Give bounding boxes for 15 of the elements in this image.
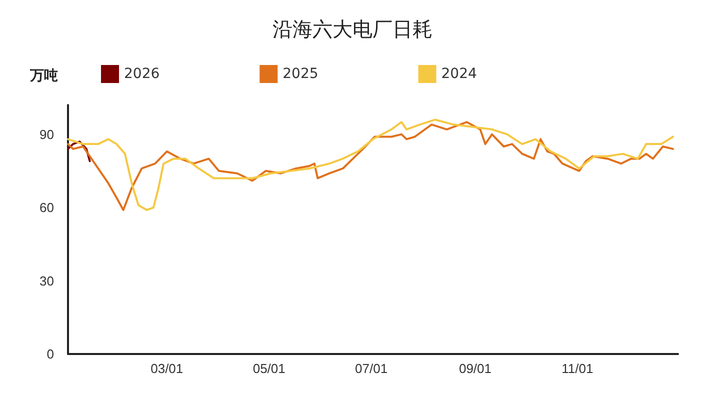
legend-label: 2024 [441,66,477,82]
x-tick-label: 05/01 [252,361,286,376]
legend-label: 2026 [124,66,160,82]
chart-title: 沿海六大电厂日耗 [272,17,432,41]
x-tick-label: 03/01 [150,361,184,376]
x-tick-label: 11/01 [562,361,594,376]
legend-label: 2025 [282,66,318,82]
y-tick-label: 90 [40,126,54,142]
y-axis-title: 万吨 [29,68,58,84]
line-series [67,140,91,162]
y-tick-label: 60 [40,200,54,216]
y-tick-label: 0 [46,346,54,362]
x-tick-label: 07/01 [355,361,388,376]
x-tick-label: 09/01 [458,361,492,376]
y-tick-label: 30 [40,273,54,288]
